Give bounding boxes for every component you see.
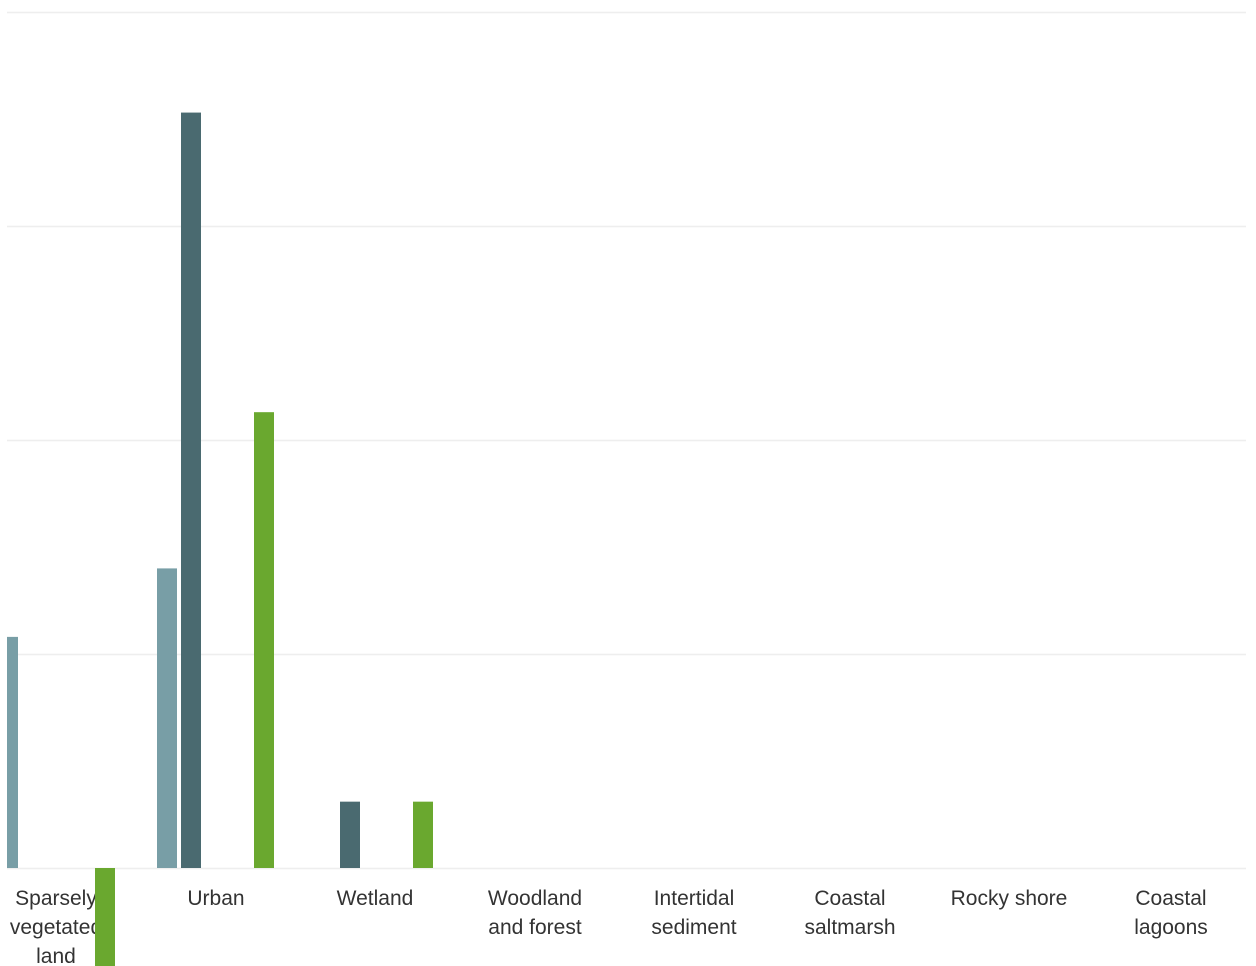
x-tick-label-line: Coastal — [1135, 887, 1206, 910]
x-tick-label: Woodland and forest — [488, 887, 582, 939]
x-tick-label: Wetland — [337, 887, 414, 910]
bar-series-1-cat-2 — [157, 568, 177, 868]
bar-series-3-cat-3 — [413, 801, 433, 868]
x-tick-label: Rocky shore — [951, 887, 1068, 910]
x-tick-label-line: and forest — [488, 916, 582, 939]
x-tick-label-line: saltmarsh — [804, 916, 895, 939]
x-tick-label: Sparsely vegetated land — [10, 887, 102, 966]
bar-series-2-cat-3 — [340, 801, 360, 868]
bar-series-3-cat-2 — [254, 412, 274, 868]
bar-series-1-cat-1 — [7, 636, 18, 868]
x-tick-label-line: Sparsely — [15, 887, 97, 910]
x-tick-label: Coastal lagoons — [1134, 887, 1208, 939]
x-tick-label-line: land — [36, 945, 76, 966]
x-tick-label: Intertidal sediment — [651, 887, 736, 939]
x-tick-label-line: Wetland — [337, 887, 414, 910]
x-tick-label-line: Coastal — [814, 887, 885, 910]
bar-series-3-cat-1 — [95, 868, 115, 966]
x-tick-label-line: vegetated — [10, 916, 102, 939]
x-tick-label-line: Woodland — [488, 887, 582, 910]
x-tick-label: Urban — [187, 887, 244, 910]
x-tick-label: Coastal saltmarsh — [804, 887, 895, 939]
x-tick-label-line: Rocky shore — [951, 887, 1068, 910]
x-tick-label-line: lagoons — [1134, 916, 1208, 939]
bar-series-2-cat-2 — [181, 112, 201, 868]
x-tick-label-line: Urban — [187, 887, 244, 910]
x-tick-label-line: sediment — [651, 916, 736, 939]
x-tick-label-line: Intertidal — [654, 887, 735, 910]
